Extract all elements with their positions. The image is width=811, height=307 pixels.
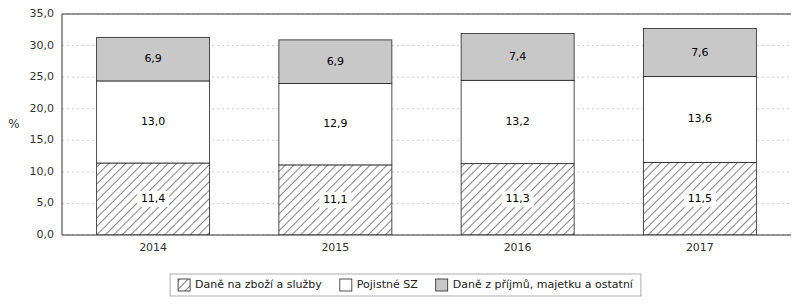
y-tick-label: 0,0 xyxy=(37,228,55,241)
data-label: 7,4 xyxy=(509,50,527,63)
label-background xyxy=(502,191,534,207)
bar-segment xyxy=(279,83,392,164)
data-label: 11,1 xyxy=(323,193,348,206)
data-label: 11,3 xyxy=(505,192,530,205)
bar-segment xyxy=(461,164,574,235)
x-tick-label: 2017 xyxy=(686,241,714,254)
legend-swatch xyxy=(178,279,190,291)
bar-segment xyxy=(279,165,392,235)
bar-segment xyxy=(279,40,392,84)
data-labels: 11,4 13,0 6,9 11,1 12,9 6,9 11,3 13,2 7,4 11,5 13,… xyxy=(137,46,716,208)
label-background xyxy=(137,191,169,207)
data-label: 13,2 xyxy=(505,115,530,128)
data-label: 7,6 xyxy=(691,46,709,59)
chart: 0,0 5,0 10,0 15,0 20,0 25,0 30,0 35,0 11,4 13,0 6,… xyxy=(0,0,811,307)
x-tick-label: 2014 xyxy=(139,241,167,254)
y-tick-label: 5,0 xyxy=(37,196,55,209)
y-axis-label: % xyxy=(8,117,19,131)
bar-segment xyxy=(97,163,210,235)
legend-swatch xyxy=(436,279,448,291)
label-background xyxy=(684,191,716,207)
data-label: 11,4 xyxy=(141,192,166,205)
bar-segment xyxy=(643,77,756,163)
y-tick-label: 30,0 xyxy=(30,39,55,52)
bar-segment xyxy=(461,34,574,81)
x-axis-line xyxy=(62,235,791,236)
data-label: 6,9 xyxy=(144,52,162,65)
y-tick-label: 20,0 xyxy=(30,102,55,115)
y-axis-line xyxy=(62,14,63,235)
x-tick-label: 2016 xyxy=(504,241,532,254)
bar-segment xyxy=(643,162,756,235)
top-frame-line xyxy=(62,14,791,15)
data-label: 13,0 xyxy=(141,115,166,128)
data-label: 12,9 xyxy=(323,117,348,130)
bar-segment xyxy=(97,37,210,81)
bar-segment xyxy=(643,29,756,77)
legend-swatch xyxy=(340,279,352,291)
y-tick-label: 15,0 xyxy=(30,133,55,146)
y-tick-label: 35,0 xyxy=(30,7,55,20)
x-tick-label: 2015 xyxy=(321,241,349,254)
bar-segment xyxy=(97,81,210,163)
bar-segment xyxy=(461,80,574,163)
grid-line xyxy=(62,235,791,236)
data-label: 6,9 xyxy=(327,55,345,68)
data-label: 13,6 xyxy=(688,112,713,125)
y-tick-label: 10,0 xyxy=(30,165,55,178)
y-tick-label: 25,0 xyxy=(30,70,55,83)
legend-label: Daně z příjmů, majetku a ostatní xyxy=(453,278,634,291)
legend-label: Daně na zboží a služby xyxy=(195,278,322,291)
grid-line xyxy=(62,14,791,15)
legend: Daně na zboží a služby Pojistné SZ Daně z … xyxy=(170,274,641,296)
grid xyxy=(62,14,791,235)
label-background xyxy=(319,192,351,208)
data-label: 11,5 xyxy=(688,192,713,205)
legend-frame xyxy=(170,274,641,296)
legend-label: Pojistné SZ xyxy=(357,278,418,291)
bars xyxy=(97,29,757,235)
